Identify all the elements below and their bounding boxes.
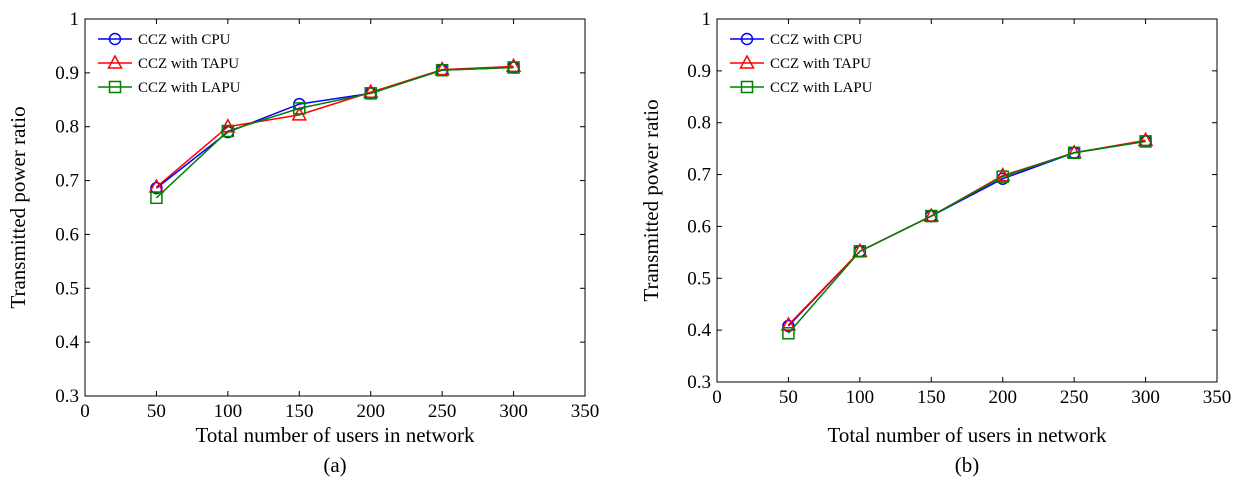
- legend: CCZ with CPU CCZ with TAPU CCZ with LAPU: [730, 32, 873, 96]
- legend-marker: [740, 80, 754, 94]
- data-point: [994, 167, 1011, 182]
- legend-marker: [739, 54, 755, 69]
- data-point: [505, 57, 522, 73]
- data-point: [996, 170, 1009, 183]
- y-tick-label: 0.4: [55, 332, 79, 353]
- legend: CCZ with CPU CCZ with TAPU CCZ with LAPU: [98, 32, 241, 96]
- panel-caption: (b): [955, 453, 980, 477]
- y-axis-label: Transmitted power ratio: [639, 99, 663, 301]
- data-point: [507, 61, 520, 74]
- series-lapu: [782, 135, 1152, 340]
- y-tick-label: 0.5: [55, 278, 79, 299]
- legend-label: CCZ with LAPU: [138, 80, 241, 96]
- legend-label: CCZ with CPU: [770, 32, 863, 48]
- x-tick-label: 0: [712, 387, 722, 408]
- data-point: [362, 83, 379, 98]
- y-tick-label: 0.3: [687, 372, 711, 393]
- x-tick-label: 350: [571, 401, 600, 422]
- x-tick-label: 100: [846, 387, 875, 408]
- data-point: [853, 245, 867, 258]
- y-axis-label: Transmitted power ratio: [6, 106, 30, 308]
- data-point: [150, 181, 163, 195]
- series-line: [787, 140, 1146, 334]
- data-point: [782, 327, 795, 340]
- y-tick-label: 0.9: [55, 63, 79, 84]
- x-tick-label: 350: [1203, 387, 1232, 408]
- data-point: [364, 87, 377, 100]
- series-cpu: [782, 135, 1152, 333]
- data-point: [221, 124, 235, 138]
- y-tick-label: 1: [702, 9, 712, 30]
- y-tick-label: 0.5: [687, 268, 711, 289]
- x-tick-label: 50: [779, 387, 798, 408]
- x-tick-label: 200: [988, 387, 1017, 408]
- data-point: [1067, 146, 1081, 160]
- data-point: [150, 191, 163, 205]
- plot-frame: [716, 18, 1218, 383]
- legend-marker: [740, 32, 754, 46]
- panel-caption: (a): [323, 453, 346, 477]
- y-tick-label: 0.7: [55, 171, 79, 192]
- series-line: [787, 139, 1146, 326]
- legend-label: CCZ with LAPU: [770, 80, 873, 96]
- data-point: [434, 61, 450, 76]
- x-tick-label: 250: [1060, 387, 1089, 408]
- data-point: [1139, 135, 1152, 148]
- legend-marker: [107, 54, 123, 69]
- legend-label: CCZ with TAPU: [138, 56, 239, 72]
- x-tick-label: 200: [356, 401, 385, 422]
- series-lapu: [150, 61, 520, 205]
- legend-label: CCZ with TAPU: [770, 56, 871, 72]
- y-tick-label: 0.3: [55, 386, 79, 407]
- y-tick-label: 0.8: [687, 113, 711, 134]
- y-tick-label: 0.4: [687, 320, 711, 341]
- series-line: [155, 66, 514, 199]
- x-tick-label: 0: [80, 401, 90, 422]
- x-tick-label: 150: [285, 401, 314, 422]
- x-tick-label: 300: [499, 401, 528, 422]
- plot-frame: [84, 18, 586, 397]
- y-tick-label: 1: [70, 9, 80, 30]
- series-tapu: [780, 131, 1154, 331]
- legend-label: CCZ with CPU: [138, 32, 231, 48]
- x-tick-label: 300: [1131, 387, 1160, 408]
- y-tick-label: 0.9: [687, 61, 711, 82]
- x-tick-label: 150: [917, 387, 946, 408]
- chart-panel-a: 0 50 100 150 200 250 300 350 0.3 0.4 0.5 0.6 0.7 0.8 0…: [6, 9, 599, 477]
- data-point: [435, 63, 449, 77]
- data-point: [780, 316, 797, 331]
- data-point: [293, 102, 306, 115]
- series-line: [787, 140, 1146, 327]
- legend-marker: [108, 32, 122, 46]
- x-tick-label: 100: [214, 401, 243, 422]
- chart-panel-b: 0 50 100 150 200 250 300 350 0.3 0.4 0.5 0.6 0.7 0.8 0…: [639, 9, 1231, 477]
- y-tick-label: 0.7: [687, 165, 711, 186]
- y-tick-label: 0.6: [687, 216, 711, 237]
- legend-marker: [108, 80, 122, 94]
- x-axis-label: Total number of users in network: [195, 423, 475, 447]
- x-tick-label: 50: [147, 401, 166, 422]
- data-point: [925, 209, 938, 223]
- x-tick-label: 250: [428, 401, 457, 422]
- y-tick-label: 0.8: [55, 117, 79, 138]
- x-axis-label: Total number of users in network: [827, 423, 1107, 447]
- y-tick-label: 0.6: [55, 224, 79, 245]
- data-point: [1137, 131, 1154, 147]
